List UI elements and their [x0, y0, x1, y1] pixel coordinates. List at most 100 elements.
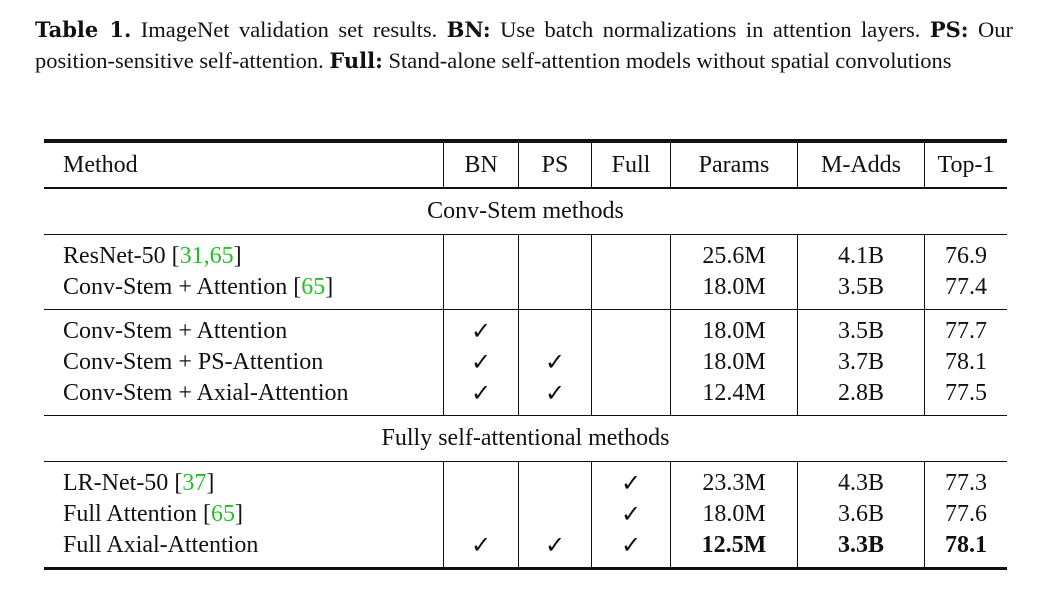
method-cell: Full Attention [65] — [44, 499, 444, 530]
header-params: Params — [670, 141, 798, 188]
full-cell — [591, 272, 671, 310]
top1-cell: 77.4 — [924, 272, 1007, 310]
citation-link[interactable]: 65 — [301, 274, 326, 300]
results-table: Method BN PS Full Params M-Adds Top-1 Co… — [44, 139, 1007, 570]
params-cell: 12.4M — [670, 378, 798, 416]
cite-bracket: ] — [235, 501, 244, 527]
caption-full-key: Full: — [329, 48, 383, 73]
full-check-icon: ✓ — [591, 499, 671, 530]
full-cell — [591, 378, 671, 416]
ps-check-icon: ✓ — [518, 530, 592, 569]
top1-cell: 78.1 — [924, 347, 1007, 378]
results-table-wrapper: Method BN PS Full Params M-Adds Top-1 Co… — [44, 139, 1007, 570]
method-cell: Conv-Stem + Attention — [44, 309, 444, 347]
bn-cell — [443, 272, 519, 310]
method-name: Conv-Stem + Attention — [63, 274, 294, 300]
full-cell — [591, 309, 671, 347]
table-row: Conv-Stem + Axial-Attention ✓ ✓ 12.4M 2.… — [44, 378, 1007, 416]
ps-cell — [518, 499, 592, 530]
caption-text: Use batch normalizations in attention la… — [490, 17, 930, 42]
header-full: Full — [591, 141, 671, 188]
table-row: Conv-Stem + PS-Attention ✓ ✓ 18.0M 3.7B … — [44, 347, 1007, 378]
bn-cell — [443, 234, 519, 272]
params-cell: 18.0M — [670, 347, 798, 378]
table-row: Conv-Stem + Attention ✓ 18.0M 3.5B 77.7 — [44, 309, 1007, 347]
caption-bn-key: BN: — [446, 17, 491, 42]
header-madds: M-Adds — [797, 141, 925, 188]
full-cell — [591, 347, 671, 378]
top1-cell: 77.5 — [924, 378, 1007, 416]
cite-bracket: [ — [174, 470, 183, 496]
ps-check-icon: ✓ — [518, 378, 592, 416]
top1-cell-best: 78.1 — [924, 530, 1007, 569]
method-cell: Conv-Stem + PS-Attention — [63, 349, 324, 375]
bn-check-icon: ✓ — [443, 378, 519, 416]
madds-cell-best: 3.3B — [797, 530, 925, 569]
params-cell: 18.0M — [670, 309, 798, 347]
params-cell: 18.0M — [670, 499, 798, 530]
cite-bracket: ] — [233, 243, 242, 269]
table-row: Conv-Stem + Attention [65] 18.0M 3.5B 77… — [44, 272, 1007, 310]
ps-cell — [518, 234, 592, 272]
madds-cell: 3.6B — [797, 499, 925, 530]
caption-text: Our position-sensitive self-attention. — [35, 17, 1014, 73]
caption-text: Stand-alone self-attention models withou… — [382, 48, 952, 73]
params-cell: 25.6M — [670, 234, 798, 272]
table-header-row: Method BN PS Full Params M-Adds Top-1 — [44, 141, 1007, 188]
method-cell: ResNet-50 [31,65] — [44, 234, 444, 272]
caption-ps-key: PS: — [929, 17, 969, 42]
full-cell — [591, 234, 671, 272]
method-name: ResNet-50 — [63, 243, 172, 269]
section-header-conv-stem: Conv-Stem methods — [44, 188, 1007, 235]
params-cell: 18.0M — [670, 272, 798, 310]
header-bn: BN — [443, 141, 519, 188]
section-title: Fully self-attentional methods — [44, 415, 1007, 462]
header-ps: PS — [518, 141, 592, 188]
table-caption: Table 1. ImageNet validation set results… — [35, 14, 1013, 76]
top1-cell: 76.9 — [924, 234, 1007, 272]
section-title: Conv-Stem methods — [427, 198, 624, 224]
caption-label: Table 1. — [35, 17, 132, 42]
madds-cell: 3.7B — [797, 347, 925, 378]
table-row: Full Attention [65] ✓ 18.0M 3.6B 77.6 — [44, 499, 1007, 530]
params-cell: 23.3M — [670, 461, 798, 499]
ps-cell — [518, 461, 592, 499]
cite-bracket: [ — [171, 243, 180, 269]
ps-cell — [518, 309, 592, 347]
citation-link[interactable]: 37 — [182, 470, 207, 496]
top1-cell: 77.6 — [924, 499, 1007, 530]
citation-link[interactable]: 31,65 — [179, 243, 234, 269]
madds-cell: 4.1B — [797, 234, 925, 272]
top1-cell: 77.7 — [924, 309, 1007, 347]
ps-check-icon: ✓ — [518, 347, 592, 378]
method-name: LR-Net-50 — [63, 470, 175, 496]
bn-check-icon: ✓ — [443, 309, 519, 347]
bn-check-icon: ✓ — [443, 347, 519, 378]
method-cell: LR-Net-50 [37] — [44, 461, 444, 499]
method-cell: Full Axial-Attention — [63, 532, 259, 558]
madds-cell: 3.5B — [797, 309, 925, 347]
params-cell-best: 12.5M — [670, 530, 798, 569]
method-cell: Conv-Stem + Axial-Attention — [63, 380, 349, 406]
cite-bracket: [ — [203, 501, 212, 527]
header-top1: Top-1 — [924, 141, 1007, 188]
method-name: Full Attention — [63, 501, 204, 527]
header-method: Method — [63, 151, 138, 178]
madds-cell: 3.5B — [797, 272, 925, 310]
table-row: LR-Net-50 [37] ✓ 23.3M 4.3B 77.3 — [44, 461, 1007, 499]
table-row: ResNet-50 [31,65] 25.6M 4.1B 76.9 — [44, 234, 1007, 272]
table-row: Full Axial-Attention ✓ ✓ ✓ 12.5M 3.3B 78… — [44, 530, 1007, 569]
section-header-fully-self-attentional: Fully self-attentional methods — [44, 415, 1007, 462]
madds-cell: 4.3B — [797, 461, 925, 499]
madds-cell: 2.8B — [797, 378, 925, 416]
method-cell: Conv-Stem + Attention [65] — [44, 272, 444, 310]
caption-text: ImageNet validation set results. — [131, 17, 447, 42]
full-check-icon: ✓ — [591, 530, 671, 569]
bn-check-icon: ✓ — [443, 530, 519, 569]
cite-bracket: ] — [206, 470, 215, 496]
full-check-icon: ✓ — [591, 461, 671, 499]
bn-cell — [443, 461, 519, 499]
cite-bracket: [ — [293, 274, 302, 300]
top1-cell: 77.3 — [924, 461, 1007, 499]
citation-link[interactable]: 65 — [211, 501, 236, 527]
